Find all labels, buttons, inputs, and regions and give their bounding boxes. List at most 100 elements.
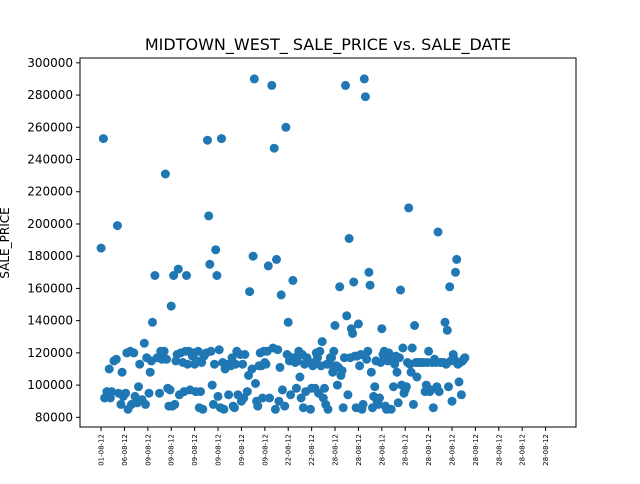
x-tick-label-7: 09-08-12 xyxy=(261,434,269,466)
x-tick-label-11: 28-08-12 xyxy=(355,434,363,466)
data-point-202 xyxy=(365,280,375,290)
x-tick-label-5: 09-08-12 xyxy=(215,434,223,466)
y-axis: 80000 100000 120000 140000 160000 180000 20000… xyxy=(27,56,80,424)
data-point-37 xyxy=(159,346,169,356)
data-point-276 xyxy=(454,377,464,387)
data-point-80 xyxy=(213,391,223,401)
data-point-222 xyxy=(389,382,398,392)
data-point-281 xyxy=(460,353,470,363)
data-point-140 xyxy=(291,383,301,393)
x-tick-label-12: 28-08-12 xyxy=(378,434,386,466)
data-point-239 xyxy=(408,399,418,409)
x-tick-label-17: 28-08-12 xyxy=(495,434,503,466)
data-point-266 xyxy=(442,325,452,335)
x-tick-label-0: 01-08-12 xyxy=(98,434,106,466)
x-tick-label-3: 09-08-12 xyxy=(168,434,176,466)
data-point-32 xyxy=(150,271,160,280)
data-point-42 xyxy=(165,385,175,395)
data-point-259 xyxy=(433,227,443,237)
data-point-228 xyxy=(396,285,405,295)
data-point-76 xyxy=(208,399,218,409)
data-point-166 xyxy=(323,404,333,414)
data-point-72 xyxy=(204,211,214,221)
data-point-22 xyxy=(134,382,143,392)
data-point-274 xyxy=(452,254,462,264)
data-point-113 xyxy=(258,393,267,403)
y-tick-label-0: 80000 xyxy=(35,410,73,424)
data-point-183 xyxy=(343,390,353,400)
data-point-81 xyxy=(214,345,224,355)
data-point-34 xyxy=(155,388,164,398)
data-point-109 xyxy=(253,401,263,411)
data-point-74 xyxy=(206,346,216,356)
data-point-120 xyxy=(267,80,277,90)
x-tick-label-10: 28-08-12 xyxy=(332,434,340,466)
data-point-122 xyxy=(269,143,279,153)
data-point-193 xyxy=(355,361,365,371)
data-point-211 xyxy=(376,358,386,367)
data-point-230 xyxy=(398,343,408,353)
data-point-182 xyxy=(342,311,352,321)
data-point-77 xyxy=(210,359,219,369)
data-point-93 xyxy=(231,359,241,369)
data-point-255 xyxy=(428,403,438,413)
data-point-14 xyxy=(121,388,131,398)
x-tick-label-19: 28-08-12 xyxy=(542,434,550,466)
y-tick-label-10: 280000 xyxy=(27,88,73,102)
y-tick-label-1: 100000 xyxy=(27,378,73,392)
data-point-105 xyxy=(248,251,258,261)
data-point-212 xyxy=(377,324,387,334)
data-point-264 xyxy=(440,317,450,327)
data-point-98 xyxy=(238,359,248,369)
data-point-278 xyxy=(456,390,466,400)
data-point-198 xyxy=(360,92,370,102)
x-tick-label-16: 28-08-12 xyxy=(472,434,480,466)
y-axis-label: SALE_PRICE xyxy=(0,207,12,278)
data-point-238 xyxy=(407,343,417,353)
data-point-192 xyxy=(353,319,363,329)
data-point-45 xyxy=(169,271,179,280)
data-point-137 xyxy=(288,275,298,285)
data-point-203 xyxy=(366,367,376,377)
plot-area-frame xyxy=(79,57,577,428)
x-tick-label-9: 22-08-12 xyxy=(308,434,316,466)
data-point-273 xyxy=(451,267,460,277)
data-point-83 xyxy=(217,134,226,144)
data-point-103 xyxy=(245,287,255,297)
data-point-107 xyxy=(251,379,260,388)
x-tick-label-14: 28-08-12 xyxy=(425,434,433,466)
data-point-11 xyxy=(116,399,126,409)
points-layer xyxy=(96,74,470,414)
data-point-73 xyxy=(205,259,215,269)
data-point-130 xyxy=(280,401,290,411)
data-point-270 xyxy=(447,396,457,406)
y-tick-label-5: 180000 xyxy=(27,249,73,263)
x-tick-label-18: 28-08-12 xyxy=(519,434,527,466)
data-point-179 xyxy=(338,403,348,413)
data-point-143 xyxy=(295,372,305,382)
data-point-197 xyxy=(359,74,369,84)
x-axis: 01-08-12 06-08-12 09-08-12 09-08-12 09-08-12… xyxy=(98,427,550,466)
data-point-28 xyxy=(144,388,154,398)
data-point-39 xyxy=(162,354,172,364)
data-point-66 xyxy=(196,387,205,397)
y-tick-label-7: 220000 xyxy=(27,185,73,199)
data-point-199 xyxy=(362,354,372,364)
data-point-4 xyxy=(104,364,114,374)
data-point-29 xyxy=(145,367,155,377)
data-point-163 xyxy=(320,383,329,393)
x-tick-label-1: 06-08-12 xyxy=(121,434,129,466)
data-point-223 xyxy=(390,359,400,369)
data-point-116 xyxy=(261,359,271,369)
data-point-118 xyxy=(263,261,273,271)
data-point-128 xyxy=(276,290,286,300)
data-point-129 xyxy=(277,385,287,395)
y-tick-label-3: 140000 xyxy=(27,314,73,328)
data-point-43 xyxy=(166,301,176,311)
y-tick-label-4: 160000 xyxy=(27,281,73,295)
data-point-226 xyxy=(393,398,403,408)
data-point-23 xyxy=(135,359,145,369)
data-point-92 xyxy=(229,403,239,413)
